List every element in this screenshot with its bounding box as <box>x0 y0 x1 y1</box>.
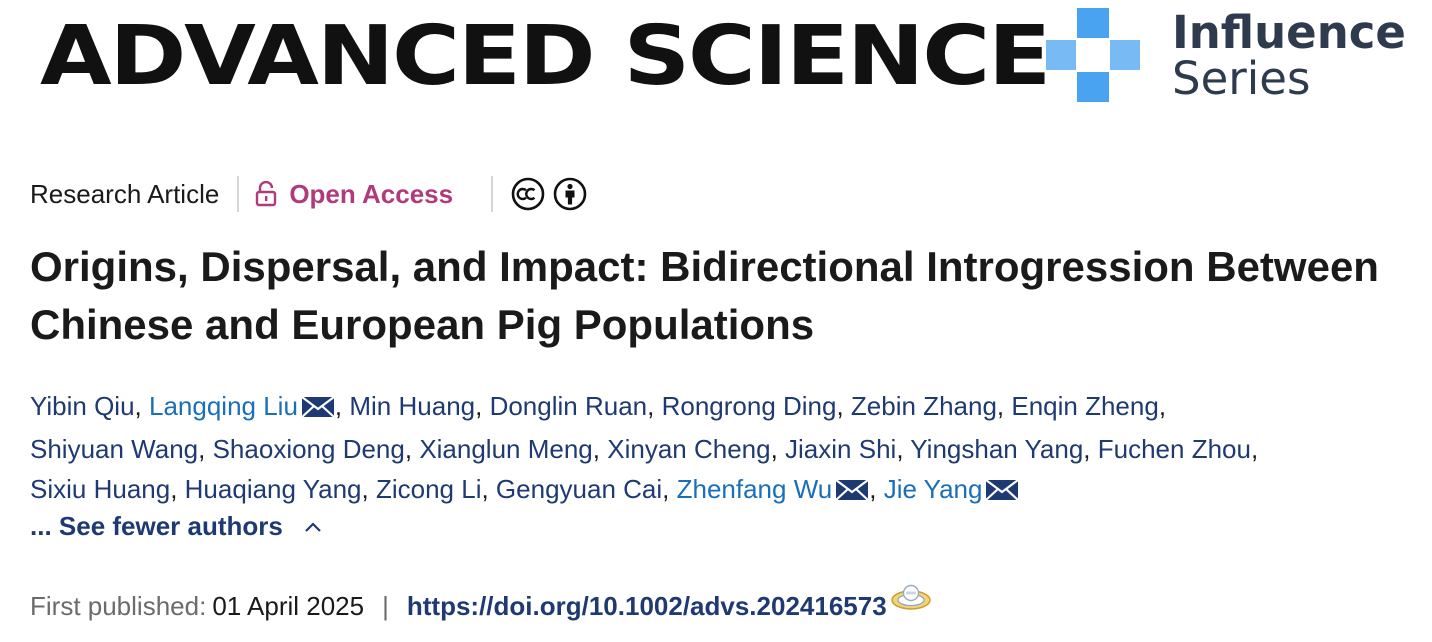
author-separator: , <box>1250 434 1259 464</box>
article-type: Research Article <box>30 178 220 209</box>
author-link[interactable]: Langqing Liu <box>149 391 298 421</box>
author-separator: , <box>334 391 350 421</box>
author-separator: , <box>836 391 851 421</box>
article-meta-row: Research Article Open Access <box>30 174 595 214</box>
author-link[interactable]: Jiaxin Shi <box>785 434 897 464</box>
author-separator: , <box>475 391 490 421</box>
author-link[interactable]: Yingshan Yang <box>910 434 1084 464</box>
by-icon[interactable] <box>553 177 587 211</box>
author-link[interactable]: Yibin Qiu <box>30 391 135 421</box>
first-published-label: First published: <box>30 591 207 621</box>
influence-line2: Series <box>1172 52 1311 105</box>
author-list: Yibin Qiu, Langqing Liu, Min Huang, Dong… <box>30 386 1420 512</box>
email-icon[interactable] <box>301 389 335 429</box>
author-link[interactable]: Zebin Zhang <box>850 391 997 421</box>
author-separator: , <box>770 434 786 464</box>
author-separator: , <box>170 474 185 504</box>
author-link[interactable]: Xinyan Cheng <box>607 434 771 464</box>
author-link[interactable]: Jie Yang <box>883 474 983 504</box>
author-separator: , <box>869 474 884 504</box>
author-separator: , <box>592 434 608 464</box>
open-lock-icon <box>255 181 277 207</box>
author-link[interactable]: Min Huang <box>349 391 476 421</box>
author-link[interactable]: Rongrong Ding <box>661 391 837 421</box>
meta-divider <box>491 176 494 212</box>
author-link[interactable]: Shiyuan Wang <box>30 434 199 464</box>
author-line: Yibin Qiu, Langqing Liu, Min Huang, Dong… <box>30 386 1420 429</box>
author-separator: , <box>404 434 420 464</box>
author-separator: , <box>1083 434 1098 464</box>
see-fewer-authors-button[interactable]: ... See fewer authors <box>30 504 322 546</box>
author-link[interactable]: Gengyuan Cai <box>495 474 663 504</box>
author-separator: , <box>198 434 213 464</box>
chevron-up-icon <box>304 504 322 544</box>
open-access-label[interactable]: Open Access <box>289 178 454 209</box>
influence-series-badge[interactable]: Influence Series <box>1044 6 1424 106</box>
cc-icon[interactable] <box>511 177 545 211</box>
author-link[interactable]: Zicong Li <box>375 474 482 504</box>
author-link[interactable]: Huaqiang Yang <box>184 474 362 504</box>
author-separator: , <box>647 391 662 421</box>
email-icon[interactable] <box>985 472 1020 512</box>
author-separator: , <box>481 474 496 504</box>
author-link[interactable]: Donglin Ruan <box>489 391 648 421</box>
doi-link[interactable]: https://doi.org/10.1002/advs.202416573 <box>406 591 887 621</box>
influence-series-label: Influence Series <box>1172 10 1406 102</box>
author-line: Sixiu Huang, Huaqiang Yang, Zicong Li, G… <box>30 469 1420 512</box>
author-link[interactable]: Enqin Zheng <box>1011 391 1159 421</box>
author-separator: , <box>361 474 376 504</box>
publication-separator: | <box>382 591 389 621</box>
author-link[interactable]: Shaoxiong Deng <box>212 434 405 464</box>
influence-cross-icon <box>1046 8 1140 102</box>
author-line: Shiyuan Wang, Shaoxiong Deng, Xianglun M… <box>30 429 1420 469</box>
author-link[interactable]: Zhenfang Wu <box>676 474 833 504</box>
email-icon[interactable] <box>835 472 869 512</box>
author-link[interactable]: Xianglun Meng <box>419 434 593 464</box>
author-separator: , <box>662 474 677 504</box>
meta-divider <box>237 176 240 212</box>
see-fewer-authors-label: ... See fewer authors <box>30 511 283 541</box>
journal-logo[interactable]: ADVANCED SCIENCE <box>40 9 1051 104</box>
author-link[interactable]: Sixiu Huang <box>30 474 171 504</box>
author-separator: , <box>134 391 149 421</box>
author-separator: , <box>1158 391 1167 421</box>
article-title: Origins, Dispersal, and Impact: Bidirect… <box>30 243 1379 348</box>
author-separator: , <box>896 434 911 464</box>
author-link[interactable]: Fuchen Zhou <box>1097 434 1251 464</box>
publication-row: First published: 01 April 2025 | https:/… <box>30 583 933 626</box>
crossmark-icon[interactable] <box>889 583 933 613</box>
influence-line1: Influence <box>1172 6 1406 59</box>
author-separator: , <box>996 391 1012 421</box>
published-date: 01 April 2025 <box>212 591 365 621</box>
